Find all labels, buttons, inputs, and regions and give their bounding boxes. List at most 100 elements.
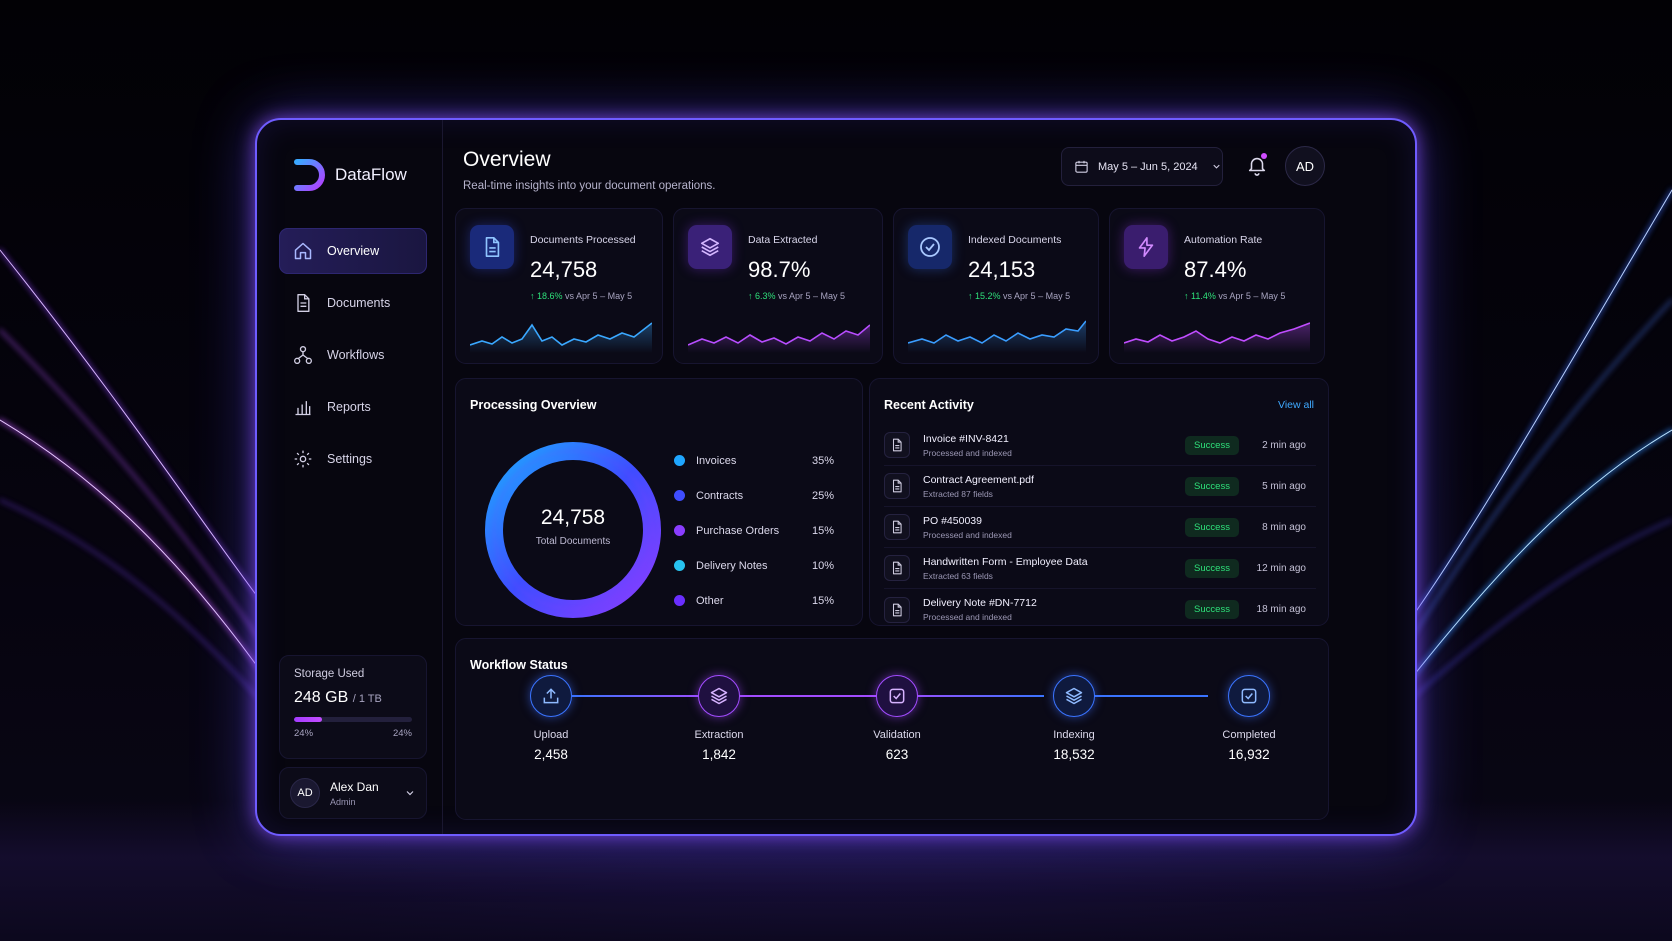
activity-title: Handwritten Form - Employee Data xyxy=(923,555,1088,568)
stat-delta-percent: ↑ 18.6% xyxy=(530,291,563,301)
workflow-step-upload[interactable]: Upload 2,458 xyxy=(501,675,601,762)
legend-label: Other xyxy=(696,594,724,607)
bell-icon[interactable] xyxy=(1246,153,1268,177)
status-badge: Success xyxy=(1185,600,1239,619)
activity-subtitle: Processed and indexed xyxy=(923,447,1012,458)
sidebar-item-settings[interactable]: Settings xyxy=(279,436,427,482)
dashboard-window: DataFlow Overview Documents Workflows xyxy=(255,118,1417,836)
app-logo[interactable]: DataFlow xyxy=(293,158,407,192)
workflow-step-value: 16,932 xyxy=(1228,747,1270,762)
workflow-step-validation[interactable]: Validation 623 xyxy=(847,675,947,762)
activity-subtitle: Processed and indexed xyxy=(923,612,1012,622)
stat-icon-badge xyxy=(470,225,514,269)
notification-dot xyxy=(1261,153,1267,159)
sidebar-item-workflows[interactable]: Workflows xyxy=(279,332,427,378)
legend-item-contracts: Contracts 25% xyxy=(674,478,834,513)
bolt-icon xyxy=(1138,237,1154,257)
legend-swatch xyxy=(674,525,685,536)
gear-icon xyxy=(294,450,312,468)
sidebar-nav: Overview Documents Workflows Reports Set… xyxy=(279,228,427,488)
sparkline xyxy=(1124,322,1310,353)
activity-title: Delivery Note #DN-7712 xyxy=(923,597,1037,609)
page-subtitle: Real-time insights into your document op… xyxy=(463,180,716,192)
workflow-step-extraction[interactable]: Extraction 1,842 xyxy=(669,675,769,762)
stat-compare-period: vs Apr 5 – May 5 xyxy=(1218,291,1286,301)
stat-delta-percent: ↑ 15.2% xyxy=(968,291,1001,301)
check-square-icon xyxy=(876,675,918,717)
activity-time: 18 min ago xyxy=(1256,604,1306,615)
legend-swatch xyxy=(674,490,685,501)
workflow-status-card: Workflow Status Upload 2,458 Extraction … xyxy=(455,638,1329,820)
file-icon xyxy=(884,596,910,623)
activity-time: 5 min ago xyxy=(1262,480,1306,492)
workflow-connector xyxy=(898,695,1044,697)
stat-delta: ↑ 18.6% vs Apr 5 – May 5 xyxy=(530,291,632,301)
page-title: Overview xyxy=(463,148,551,171)
workflow-step-value: 2,458 xyxy=(534,747,568,762)
workflow-step-label: Completed xyxy=(1222,729,1276,741)
activity-subtitle: Processed and indexed xyxy=(923,529,1012,540)
user-role: Admin xyxy=(330,796,356,807)
section-title: Workflow Status xyxy=(470,658,568,672)
list-item[interactable]: Invoice #INV-8421 Processed and indexed S… xyxy=(884,425,1316,466)
avatar[interactable]: AD xyxy=(1285,146,1325,186)
sidebar-item-overview[interactable]: Overview xyxy=(279,228,427,274)
storage-percent-right: 24% xyxy=(392,728,412,739)
file-icon xyxy=(884,432,910,458)
chart-icon xyxy=(295,401,311,416)
stat-card-documents-processed[interactable]: Documents Processed 24,758 ↑ 18.6% vs Ap… xyxy=(455,208,663,364)
stat-icon-badge xyxy=(1124,225,1168,269)
view-all-link[interactable]: View all xyxy=(1278,399,1314,411)
donut-ring xyxy=(485,442,661,618)
list-item[interactable]: PO #450039 Processed and indexed Success … xyxy=(884,507,1316,548)
list-item[interactable]: Delivery Note #DN-7712 Processed and inde… xyxy=(884,589,1316,630)
activity-title: Contract Agreement.pdf xyxy=(923,473,1034,486)
date-range-picker[interactable]: May 5 – Jun 5, 2024 xyxy=(1061,147,1223,186)
sparkline xyxy=(470,322,652,353)
activity-subtitle: Extracted 63 fields xyxy=(923,570,993,581)
sidebar-item-label: Workflows xyxy=(327,348,385,362)
activity-time: 2 min ago xyxy=(1262,439,1306,451)
layers-icon xyxy=(698,675,740,717)
list-item[interactable]: Handwritten Form - Employee Data Extracte… xyxy=(884,548,1316,589)
legend-label: Contracts xyxy=(696,489,744,502)
stat-value: 24,153 xyxy=(968,257,1036,282)
list-item[interactable]: Contract Agreement.pdf Extracted 87 field… xyxy=(884,466,1316,507)
sidebar-item-reports[interactable]: Reports xyxy=(279,384,427,430)
donut-total-value: 24,758 xyxy=(540,506,606,529)
processing-overview-card: Processing Overview xyxy=(455,378,863,626)
workflow-step-indexing[interactable]: Indexing 18,532 xyxy=(1024,675,1124,762)
stat-card-automation-rate[interactable]: Automation Rate 87.4% ↑ 11.4% vs Apr 5 –… xyxy=(1109,208,1325,364)
storage-total: / 1 TB xyxy=(352,693,382,705)
chart-legend: Invoices 35% Contracts 25% Purchase Orders… xyxy=(674,443,834,618)
workflow-step-label: Indexing xyxy=(1053,729,1095,741)
chevron-down-icon xyxy=(406,791,414,796)
stat-delta-percent: ↑ 11.4% xyxy=(1184,291,1216,301)
activity-title: PO #450039 xyxy=(923,514,982,527)
sidebar-item-documents[interactable]: Documents xyxy=(279,280,427,326)
stat-delta: ↑ 6.3% vs Apr 5 – May 5 xyxy=(748,291,845,301)
stat-card-data-extracted[interactable]: Data Extracted 98.7% ↑ 6.3% vs Apr 5 – M… xyxy=(673,208,883,364)
stat-value: 98.7% xyxy=(748,257,811,282)
stat-card-indexed-documents[interactable]: Indexed Documents 24,153 ↑ 15.2% vs Apr … xyxy=(893,208,1099,364)
chevron-down-icon xyxy=(1213,164,1220,169)
legend-label: Purchase Orders xyxy=(696,524,780,537)
activity-time: 8 min ago xyxy=(1262,521,1306,533)
date-range-label: May 5 – Jun 5, 2024 xyxy=(1098,160,1198,173)
legend-swatch xyxy=(674,595,685,606)
legend-label: Invoices xyxy=(696,454,737,467)
user-menu[interactable]: AD Alex Dan Admin xyxy=(279,767,427,819)
legend-label: Delivery Notes xyxy=(696,559,768,572)
stat-value: 87.4% xyxy=(1184,257,1247,282)
storage-progress-fill xyxy=(294,717,323,722)
sidebar-item-label: Settings xyxy=(327,452,373,466)
legend-item-delivery-notes: Delivery Notes 10% xyxy=(674,548,834,583)
check-circle-icon xyxy=(920,237,940,257)
status-badge: Success xyxy=(1185,517,1239,537)
activity-text: Handwritten Form - Employee Data Extracte… xyxy=(923,556,1163,581)
stat-delta-percent: ↑ 6.3% xyxy=(748,291,776,301)
workflow-step-completed[interactable]: Completed 16,932 xyxy=(1199,675,1299,762)
legend-value: 10% xyxy=(811,559,834,572)
workflow-step-label: Upload xyxy=(533,729,569,741)
